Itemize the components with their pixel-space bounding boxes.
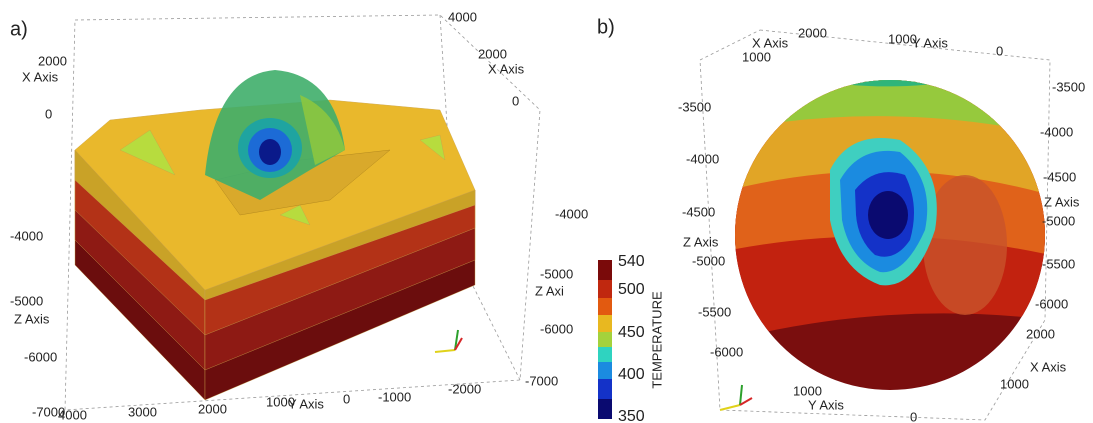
axis-label: -5000	[540, 266, 573, 281]
axis-label: -5000	[692, 253, 725, 268]
axis-label: Y Axis	[288, 396, 324, 411]
axis-label: -4000	[686, 151, 719, 166]
axis-label: 0	[512, 93, 519, 108]
axis-label: 3000	[128, 404, 157, 419]
orientation-axes	[435, 330, 752, 410]
axis-label: 2000	[1026, 326, 1055, 341]
colorbar-tick-label: 450	[618, 324, 645, 341]
colorbar-tick-label: 540	[618, 253, 645, 270]
axis-label: 2000	[798, 25, 827, 40]
axis-label: -4000	[1040, 124, 1073, 139]
axis-label: 1000	[742, 49, 771, 64]
axis-label: -7000	[525, 373, 558, 388]
axis-label: X Axis	[22, 69, 59, 84]
axis-label: -6000	[1035, 296, 1068, 311]
axis-label: Z Axis	[1044, 194, 1080, 209]
colorbar-tick-label: 400	[618, 366, 645, 383]
axis-label: X Axis	[488, 61, 525, 76]
axis-label: -6000	[710, 344, 743, 359]
axis-label: Y Axis	[912, 35, 948, 50]
axis-label: -4500	[1043, 169, 1076, 184]
axis-label: 0	[45, 106, 52, 121]
axis-label: X Axis	[752, 35, 789, 50]
colorbar-tick-label: 500	[618, 281, 645, 298]
axis-label: -5000	[1042, 213, 1075, 228]
axis-label: 4000	[448, 9, 477, 24]
colorbar	[598, 260, 612, 419]
axis-label: 1000	[1000, 376, 1029, 391]
axis-label: Z Axi	[535, 283, 564, 298]
sphere-slice	[730, 75, 1050, 395]
colorbar-tick-label: 350	[618, 408, 645, 423]
axis-label: -6000	[540, 321, 573, 336]
axis-label: -2000	[448, 381, 481, 396]
axis-label: -3500	[678, 99, 711, 114]
panel-label: b)	[597, 16, 615, 38]
axis-label: 2000	[198, 401, 227, 416]
figure: a) b) TEMPERATURE 2000X Axis040002000X A…	[0, 0, 1093, 423]
axis-label: Y Axis	[808, 397, 844, 412]
axis-label: -1000	[378, 389, 411, 404]
axis-label: -4500	[682, 204, 715, 219]
axis-label: 0	[343, 391, 350, 406]
axis-label: 1000	[793, 383, 822, 398]
axis-label: -4000	[10, 228, 43, 243]
axis-label: 2000	[478, 46, 507, 61]
panel-label: a)	[10, 18, 28, 40]
axis-label: Z Axis	[14, 311, 50, 326]
axis-label: -5500	[1042, 256, 1075, 271]
axis-label: 0	[910, 409, 917, 423]
axis-label: X Axis	[1030, 359, 1067, 374]
axis-label: -6000	[24, 349, 57, 364]
axis-label: 0	[996, 43, 1003, 58]
axis-label: -5000	[10, 293, 43, 308]
axis-label: Z Axis	[683, 234, 719, 249]
colorbar-title: TEMPERATURE	[649, 291, 664, 389]
axis-label: 2000	[38, 53, 67, 68]
axis-label: -5500	[698, 304, 731, 319]
axis-label: -4000	[555, 206, 588, 221]
axis-label: -3500	[1052, 79, 1085, 94]
axis-label: 4000	[58, 407, 87, 422]
